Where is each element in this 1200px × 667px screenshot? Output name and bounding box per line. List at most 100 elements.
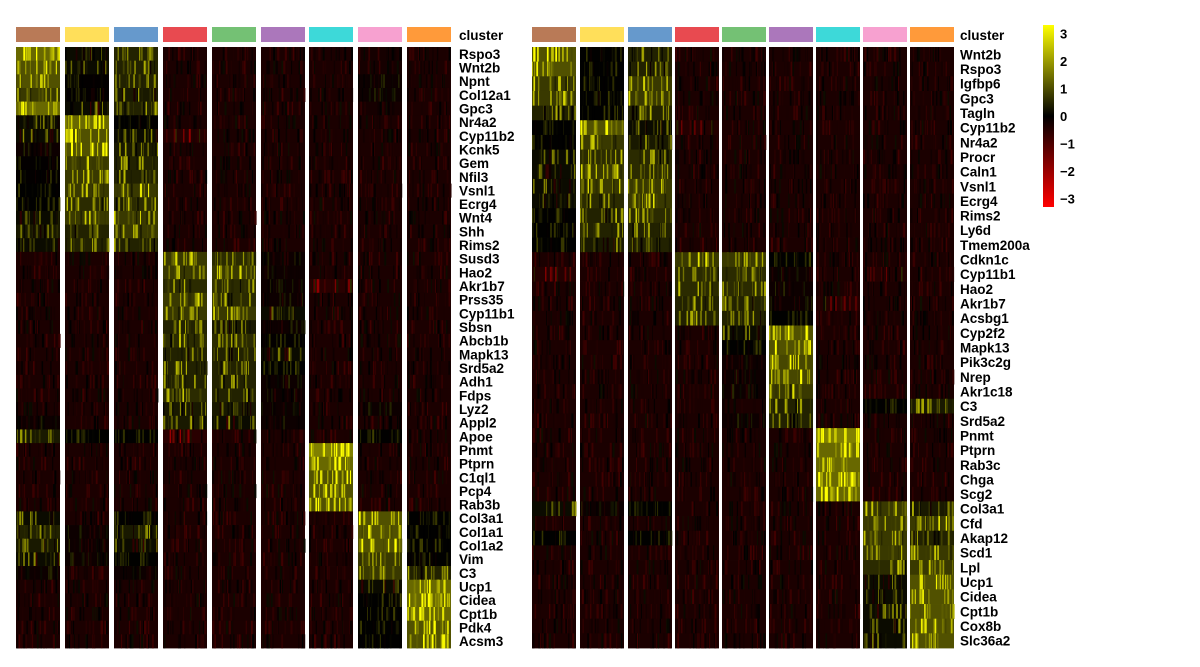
cell-stripe <box>254 457 255 471</box>
cell-stripe <box>201 402 202 416</box>
cell-stripe <box>338 484 339 498</box>
cell-stripe <box>132 293 133 307</box>
cell-stripe <box>310 88 312 102</box>
heatmap-cell <box>212 129 256 143</box>
cell-stripe <box>34 388 36 402</box>
cell-stripe <box>146 102 147 116</box>
cell-stripe <box>82 74 84 88</box>
cell-stripe <box>96 225 98 239</box>
cell-stripe <box>94 416 96 430</box>
cell-stripe <box>177 102 178 116</box>
cell-stripe <box>361 375 363 389</box>
cell-stripe <box>86 61 88 75</box>
cell-stripe <box>296 74 297 88</box>
cell-stripe <box>371 498 372 512</box>
cell-stripe <box>286 361 288 375</box>
heatmap-cell <box>358 375 402 389</box>
cell-stripe <box>40 498 42 512</box>
cell-stripe <box>282 88 284 102</box>
heatmap-row-Wnt2b <box>16 61 451 75</box>
cell-stripe <box>42 416 43 430</box>
cell-stripe <box>419 266 421 280</box>
cell-stripe <box>107 156 108 170</box>
cell-stripe <box>243 307 245 321</box>
heatmap-cell <box>407 375 451 389</box>
heatmap-cell <box>114 375 158 389</box>
heatmap-cell <box>407 47 451 61</box>
cell-stripe <box>380 348 381 362</box>
cell-stripe <box>236 402 238 416</box>
heatmap-cell <box>114 416 158 430</box>
cell-stripe <box>77 143 79 157</box>
cell-stripe <box>137 416 138 430</box>
cell-stripe <box>33 320 35 334</box>
cell-stripe <box>377 484 378 498</box>
cell-stripe <box>213 361 214 375</box>
cell-stripe <box>175 375 177 389</box>
cell-stripe <box>443 156 445 170</box>
cell-stripe <box>342 47 343 61</box>
cell-stripe <box>262 156 264 170</box>
cell-stripe <box>374 74 375 88</box>
heatmap-row-Col3a1 <box>16 511 451 525</box>
cell-stripe <box>76 361 78 375</box>
cell-stripe <box>272 266 274 280</box>
cell-stripe <box>252 47 253 61</box>
cell-stripe <box>324 388 325 402</box>
cell-stripe <box>318 293 319 307</box>
heatmap-cell <box>261 307 305 321</box>
cell-stripe <box>393 388 394 402</box>
cell-stripe <box>313 61 314 75</box>
cell-stripe <box>428 457 429 471</box>
cell-stripe <box>314 156 316 170</box>
cell-stripe <box>228 402 229 416</box>
heatmap-cell <box>212 170 256 184</box>
heatmap-cell <box>114 74 158 88</box>
cell-stripe <box>330 429 332 443</box>
heatmap-cell <box>16 470 60 484</box>
cell-stripe <box>18 484 19 498</box>
cell-stripe <box>129 238 130 252</box>
cell-stripe <box>93 266 95 280</box>
heatmap-cell <box>212 279 256 293</box>
cell-stripe <box>231 211 233 225</box>
cell-stripe <box>293 47 295 61</box>
cell-stripe <box>383 102 385 116</box>
cell-stripe <box>44 47 46 61</box>
cell-stripe <box>31 307 33 321</box>
cell-stripe <box>317 238 318 252</box>
cell-stripe <box>99 197 100 211</box>
cell-stripe <box>20 375 22 389</box>
cell-stripe <box>375 361 377 375</box>
cell-stripe <box>226 238 228 252</box>
cell-stripe <box>436 61 437 75</box>
cell-stripe <box>55 156 56 170</box>
cell-stripe <box>254 225 255 239</box>
cell-stripe <box>67 238 69 252</box>
cell-stripe <box>187 156 188 170</box>
cell-stripe <box>299 129 301 143</box>
cell-stripe <box>267 457 269 471</box>
cell-stripe <box>48 266 49 280</box>
cell-stripe <box>396 225 397 239</box>
cell-stripe <box>429 320 431 334</box>
cell-stripe <box>133 102 134 116</box>
cell-stripe <box>85 470 86 484</box>
cell-stripe <box>155 293 157 307</box>
heatmap-cell <box>212 375 256 389</box>
cell-stripe <box>342 484 343 498</box>
cell-stripe <box>274 402 276 416</box>
cell-stripe <box>346 143 347 157</box>
heatmap-cell <box>358 61 402 75</box>
cell-stripe <box>115 225 117 239</box>
cell-stripe <box>195 225 197 239</box>
cell-stripe <box>230 197 232 211</box>
cell-stripe <box>17 61 19 75</box>
cell-stripe <box>384 361 386 375</box>
heatmap-cell <box>163 102 207 116</box>
cell-stripe <box>193 197 194 211</box>
cell-stripe <box>441 348 442 362</box>
cell-stripe <box>252 388 254 402</box>
cell-stripe <box>397 416 398 430</box>
heatmap-cell <box>163 252 207 266</box>
